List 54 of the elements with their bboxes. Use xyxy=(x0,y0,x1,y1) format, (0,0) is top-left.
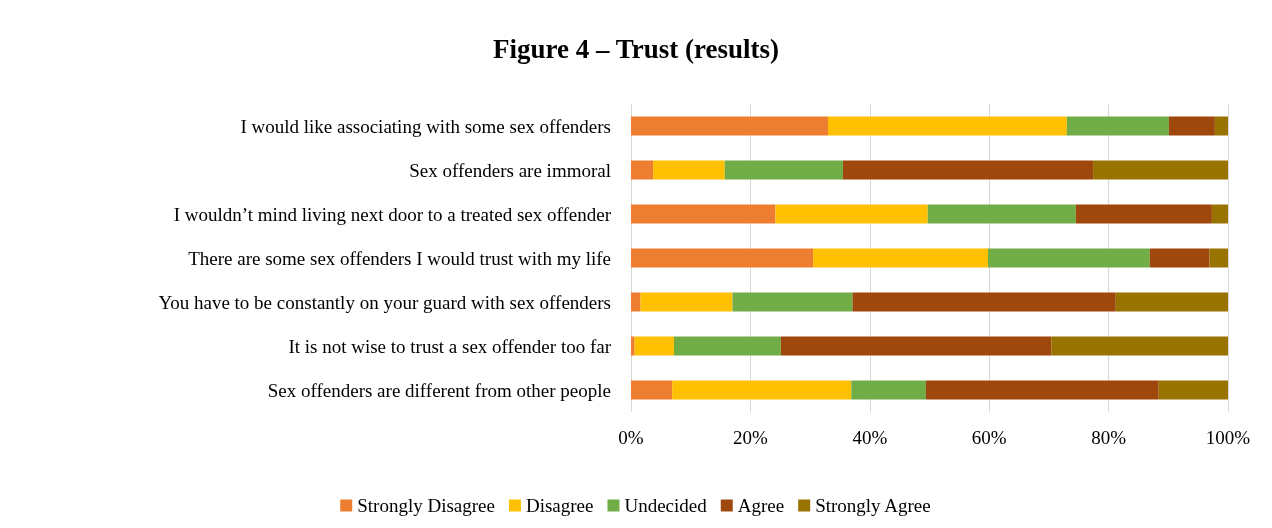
bar xyxy=(813,248,989,268)
y-tick-label: You have to be constantly on your guard with sex offenders xyxy=(158,291,611,313)
x-tick-label: 0% xyxy=(618,427,644,448)
y-tick-label: There are some sex offenders I would trust with my life xyxy=(188,247,611,269)
legend-label: Strongly Disagree xyxy=(357,495,495,516)
bar xyxy=(780,336,1052,356)
bar xyxy=(732,292,853,312)
bar xyxy=(631,336,635,356)
legend-label: Strongly Agree xyxy=(815,495,931,516)
y-tick-label: I would like associating with some sex offenders xyxy=(240,115,611,137)
legend-label: Agree xyxy=(737,495,785,516)
bar xyxy=(1209,248,1228,268)
x-tick-label: 20% xyxy=(732,427,768,448)
bar xyxy=(925,380,1159,400)
chart-title: Figure 4 – Trust (results) xyxy=(493,33,779,64)
bar xyxy=(852,292,1116,312)
bar xyxy=(631,248,814,268)
x-tick-label: 80% xyxy=(1091,427,1127,448)
bar xyxy=(1214,116,1228,136)
bar xyxy=(1051,336,1228,356)
bar xyxy=(842,160,1094,180)
bar xyxy=(1075,204,1212,224)
bar xyxy=(1149,248,1210,268)
bar xyxy=(672,380,852,400)
bar xyxy=(775,204,928,224)
bar xyxy=(851,380,926,400)
bar xyxy=(1168,116,1215,136)
bar xyxy=(653,160,725,180)
x-tick-label: 100% xyxy=(1205,427,1251,448)
bar xyxy=(1093,160,1228,180)
bar xyxy=(631,204,776,224)
x-tick-label: 40% xyxy=(852,427,888,448)
bar xyxy=(631,116,829,136)
bar xyxy=(927,204,1076,224)
bar xyxy=(988,248,1150,268)
bar xyxy=(1066,116,1169,136)
bar xyxy=(631,292,641,312)
y-tick-label: It is not wise to trust a sex offender too far xyxy=(288,335,612,357)
y-tick-label: Sex offenders are different from other people xyxy=(267,379,611,401)
bar xyxy=(1115,292,1228,312)
bar xyxy=(1158,380,1228,400)
bar xyxy=(631,160,654,180)
bar xyxy=(640,292,733,312)
bar xyxy=(724,160,843,180)
bar xyxy=(631,380,673,400)
bar xyxy=(828,116,1067,136)
y-tick-label: I wouldn’t mind living next door to a treated sex offender xyxy=(173,203,612,225)
bar xyxy=(634,336,674,356)
bar xyxy=(1211,204,1228,224)
x-tick-label: 60% xyxy=(971,427,1007,448)
bar xyxy=(673,336,781,356)
y-tick-label: Sex offenders are immoral xyxy=(409,159,611,181)
legend-label: Undecided xyxy=(624,495,708,516)
legend-label: Disagree xyxy=(525,495,594,516)
